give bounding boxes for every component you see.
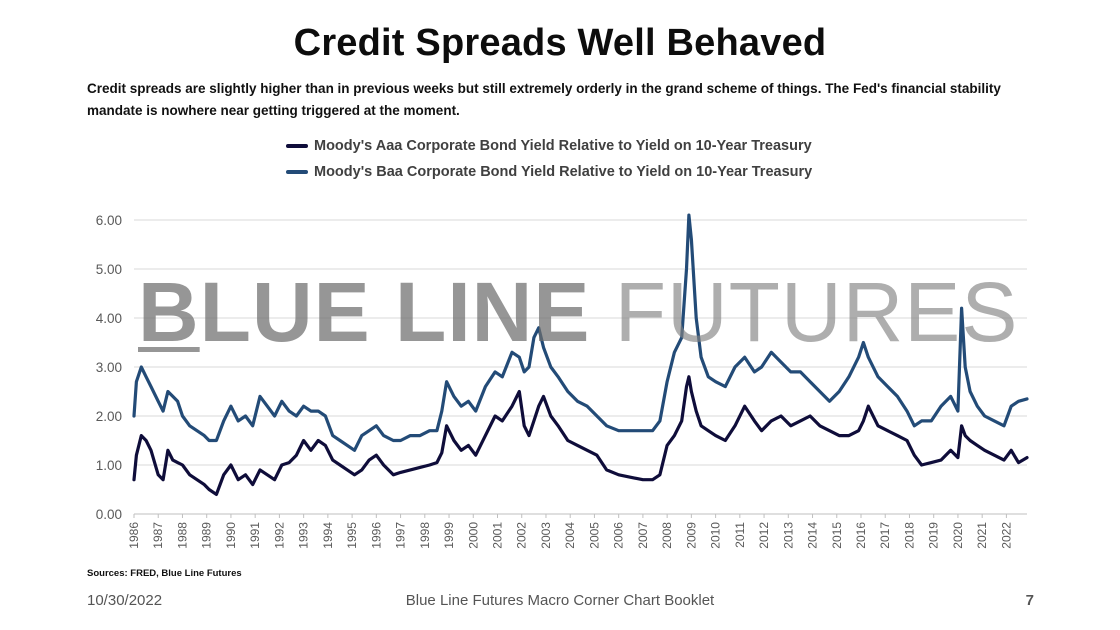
x-tick-label: 1987 — [151, 522, 165, 549]
watermark-futures: FUTURES — [590, 265, 1019, 359]
legend-swatch-aaa — [286, 144, 308, 148]
x-tick-label: 2017 — [878, 522, 892, 549]
x-tick-label: 2004 — [563, 522, 577, 549]
x-tick-label: 1997 — [394, 522, 408, 549]
x-tick-label: 2020 — [951, 522, 965, 549]
x-tick-label: 1998 — [418, 522, 432, 549]
x-tick-label: 2000 — [466, 522, 480, 549]
x-tick-label: 1988 — [175, 522, 189, 549]
x-tick-label: 1989 — [200, 522, 214, 549]
x-tick-label: 2011 — [733, 522, 747, 548]
sources-note: Sources: FRED, Blue Line Futures — [87, 568, 242, 579]
x-tick-label: 1995 — [345, 522, 359, 549]
x-tick-label: 2018 — [902, 522, 916, 549]
legend-item-baa: Moody's Baa Corporate Bond Yield Relativ… — [286, 159, 812, 185]
x-tick-label: 2016 — [854, 522, 868, 549]
y-tick-label: 1.00 — [96, 458, 122, 473]
legend-item-aaa: Moody's Aaa Corporate Bond Yield Relativ… — [286, 133, 812, 159]
chart-subtitle: Credit spreads are slightly higher than … — [87, 81, 1001, 118]
x-tick-label: 1986 — [127, 522, 141, 549]
x-tick-label: 1991 — [248, 522, 262, 549]
legend-swatch-baa — [286, 170, 308, 174]
x-tick-label: 2013 — [781, 522, 795, 549]
x-tick-label: 1993 — [297, 522, 311, 549]
x-tick-label: 2008 — [660, 522, 674, 549]
y-tick-label: 2.00 — [96, 409, 122, 424]
legend-label-aaa: Moody's Aaa Corporate Bond Yield Relativ… — [314, 138, 812, 154]
x-tick-label: 2014 — [806, 522, 820, 549]
footer-date: 10/30/2022 — [87, 592, 163, 609]
footer-page-number: 7 — [1025, 592, 1034, 609]
x-tick-label: 1992 — [272, 522, 286, 549]
x-tick-label: 2010 — [709, 522, 723, 549]
y-tick-label: 4.00 — [96, 311, 122, 326]
x-tick-label: 2005 — [587, 522, 601, 549]
x-tick-label: 1999 — [442, 522, 456, 549]
y-tick-label: 3.00 — [96, 360, 122, 375]
x-tick-label: 2002 — [515, 522, 529, 549]
legend-label-baa: Moody's Baa Corporate Bond Yield Relativ… — [314, 164, 813, 180]
y-tick-label: 6.00 — [96, 213, 122, 228]
x-tick-label: 2007 — [636, 522, 650, 549]
series-line-aaa — [132, 375, 1029, 496]
x-tick-label: 2003 — [539, 522, 553, 549]
x-tick-label: 2001 — [491, 522, 505, 549]
legend: Moody's Aaa Corporate Bond Yield Relativ… — [286, 133, 812, 185]
x-tick-label: 2006 — [612, 522, 626, 549]
x-tick-label: 2022 — [999, 522, 1013, 549]
x-tick-label: 2009 — [684, 522, 698, 549]
watermark: BLUE LINE FUTURES — [138, 270, 1018, 354]
x-tick-label: 1996 — [369, 522, 383, 549]
x-tick-label: 1990 — [224, 522, 238, 549]
x-tick-label: 2015 — [830, 522, 844, 549]
x-tick-label: 2012 — [757, 522, 771, 549]
watermark-letter-b: B — [138, 265, 200, 359]
chart-title: Credit Spreads Well Behaved — [293, 22, 827, 64]
series-line-baa — [132, 213, 1029, 452]
x-tick-label: 2021 — [975, 522, 989, 549]
y-tick-label: 0.00 — [96, 507, 122, 522]
footer-booklet-title: Blue Line Futures Macro Corner Chart Boo… — [405, 592, 715, 609]
watermark-blue-line: LUE LINE — [199, 265, 591, 359]
y-tick-label: 5.00 — [96, 262, 122, 277]
x-tick-label: 2019 — [927, 522, 941, 549]
x-tick-label: 1994 — [321, 522, 335, 549]
